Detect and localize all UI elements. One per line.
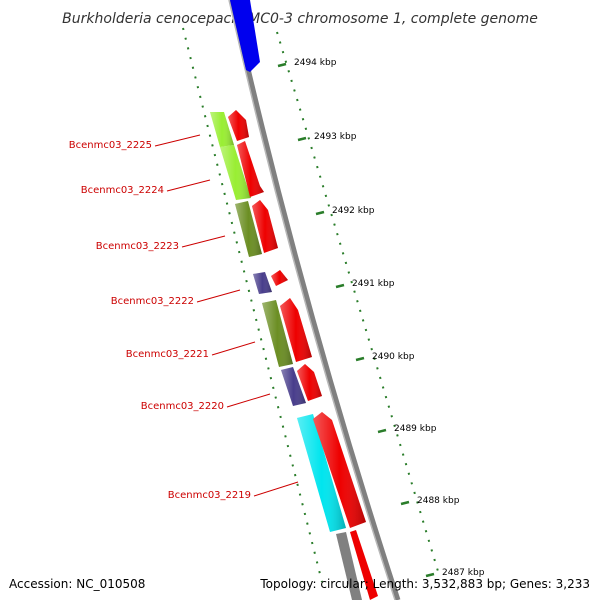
gene-label-Bcenmc03_2225: Bcenmc03_2225 xyxy=(69,140,152,151)
scale-tick xyxy=(355,356,365,362)
gene-label-Bcenmc03_2223: Bcenmc03_2223 xyxy=(96,241,179,252)
topology-text: Topology: circular; Length: 3,532,883 bp… xyxy=(260,577,590,591)
scale-label: 2493 kbp xyxy=(314,132,357,142)
gene-label-Bcenmc03_2220: Bcenmc03_2220 xyxy=(141,401,224,412)
gene-label-line xyxy=(226,393,271,408)
gene-label-line xyxy=(154,134,201,147)
strand-arrow-bottom xyxy=(350,530,378,600)
gene-label-Bcenmc03_2221: Bcenmc03_2221 xyxy=(126,349,209,360)
gene-block-blue xyxy=(230,0,260,72)
gene-label-line xyxy=(211,341,256,356)
gene-block-grey xyxy=(336,532,362,600)
gene-label-line xyxy=(196,289,241,303)
gene-label-line xyxy=(253,481,299,497)
gene-labels: Bcenmc03_2225 Bcenmc03_2224 Bcenmc03_2223 B… xyxy=(69,134,299,501)
scale-tick xyxy=(400,500,410,506)
scale-label: 2488 kbp xyxy=(417,496,460,506)
gene-label-Bcenmc03_2224: Bcenmc03_2224 xyxy=(81,185,164,196)
scale-label: 2487 kbp xyxy=(442,568,485,578)
accession-text: Accession: NC_010508 xyxy=(9,577,146,591)
gene-label-Bcenmc03_2219: Bcenmc03_2219 xyxy=(168,490,251,501)
scale-label: 2489 kbp xyxy=(394,424,437,434)
scale-label: 2494 kbp xyxy=(294,58,337,68)
gene-label-line xyxy=(181,235,226,248)
chromosome-backbone xyxy=(229,0,401,600)
outer-ring xyxy=(276,31,441,579)
scale-tick xyxy=(315,210,325,216)
strand-arrows xyxy=(228,110,366,528)
scale-tick xyxy=(297,136,307,142)
gene-label-Bcenmc03_2222: Bcenmc03_2222 xyxy=(111,296,194,307)
scale-label: 2492 kbp xyxy=(332,206,375,216)
scale-label: 2491 kbp xyxy=(352,279,395,289)
scale-tick xyxy=(277,62,287,68)
map-title: Burkholderia cenocepacia MC0-3 chromosom… xyxy=(62,11,538,27)
scale-tick xyxy=(377,428,387,434)
gene-label-line xyxy=(166,179,211,192)
scale-tick xyxy=(335,283,345,289)
scale-tick xyxy=(425,572,435,578)
gene-tracks xyxy=(210,112,346,532)
scale-label: 2490 kbp xyxy=(372,352,415,362)
scale-ticks: 2494 kbp 2493 kbp 2492 kbp 2491 kbp 2490 kbp… xyxy=(277,58,485,578)
